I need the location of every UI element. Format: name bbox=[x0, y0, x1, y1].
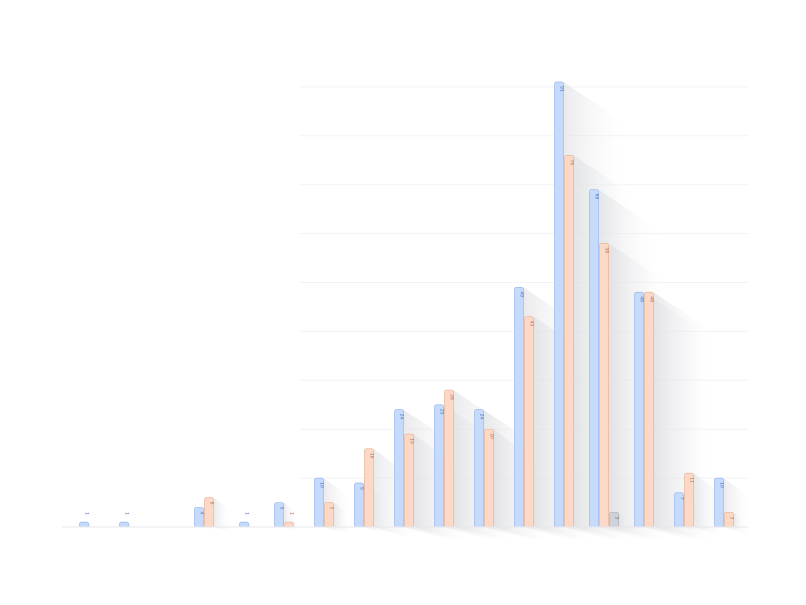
grid bbox=[300, 86, 748, 479]
bar-value-label: 43 bbox=[529, 321, 535, 327]
bar-value-label: 24 bbox=[479, 414, 485, 420]
bar-value-label: 58 bbox=[604, 247, 610, 253]
bar-shadow bbox=[128, 522, 132, 528]
bar-value-label: 6 bbox=[209, 502, 215, 505]
bar bbox=[194, 507, 204, 528]
bar bbox=[484, 428, 494, 528]
bar-value-label: 16 bbox=[369, 453, 375, 459]
bar-shadow bbox=[733, 512, 742, 530]
bar-shadow bbox=[293, 522, 297, 528]
bar-value-label: 1 bbox=[124, 512, 130, 515]
bar bbox=[434, 404, 444, 528]
bars bbox=[79, 81, 734, 528]
bar-value-label: 10 bbox=[319, 482, 325, 488]
bar-shadow bbox=[248, 522, 252, 528]
bar bbox=[564, 155, 574, 528]
bar bbox=[119, 521, 129, 528]
bar bbox=[239, 521, 249, 528]
bar-value-label: 5 bbox=[329, 507, 335, 510]
bar bbox=[524, 316, 534, 528]
bar-shadow bbox=[88, 522, 92, 528]
bar-value-label: 49 bbox=[519, 291, 525, 297]
bar-value-label: 4 bbox=[199, 511, 205, 514]
bar bbox=[79, 521, 89, 528]
bar bbox=[284, 521, 294, 528]
bar bbox=[644, 291, 654, 528]
bar bbox=[394, 409, 404, 528]
bar bbox=[474, 409, 484, 528]
bar-value-label: 5 bbox=[279, 507, 285, 510]
bar bbox=[589, 189, 599, 528]
bar bbox=[514, 287, 524, 528]
bar-value-label: 1 bbox=[289, 512, 295, 515]
bar-value-label: 1 bbox=[84, 512, 90, 515]
bar-value-label: 76 bbox=[569, 159, 575, 165]
bar-value-label: 91 bbox=[559, 86, 565, 92]
bar-value-label: 10 bbox=[719, 482, 725, 488]
bar-value-label: 19 bbox=[409, 438, 415, 444]
value-labels: 1 1 46151105916241925282420494391766958348… bbox=[84, 86, 735, 519]
bar-value-label: 7 bbox=[679, 497, 685, 500]
bar-value-label: 48 bbox=[649, 296, 655, 302]
bar-value-label: 48 bbox=[639, 296, 645, 302]
bar-value-label: 25 bbox=[439, 409, 445, 415]
bar bbox=[404, 433, 414, 528]
bar-value-label: 28 bbox=[449, 394, 455, 400]
bar-value-label: 9 bbox=[359, 487, 365, 490]
bar-value-label: 3 bbox=[729, 516, 735, 519]
bar-shadow bbox=[618, 512, 627, 530]
bar-shadow bbox=[333, 502, 347, 531]
bar-value-label: 1 bbox=[244, 512, 250, 515]
bar bbox=[634, 291, 644, 528]
bar bbox=[554, 81, 564, 528]
bar-value-label: 11 bbox=[689, 477, 695, 483]
bar bbox=[724, 511, 734, 528]
bar-shadow bbox=[213, 497, 230, 532]
bar-value-label: 24 bbox=[399, 414, 405, 420]
bar bbox=[444, 389, 454, 528]
bar bbox=[599, 243, 609, 528]
bar-value-label: 69 bbox=[594, 194, 600, 200]
bar-value-label: 20 bbox=[489, 433, 495, 439]
bar bbox=[609, 511, 619, 528]
bar bbox=[364, 448, 374, 528]
bar-value-label: 3 bbox=[614, 516, 620, 519]
